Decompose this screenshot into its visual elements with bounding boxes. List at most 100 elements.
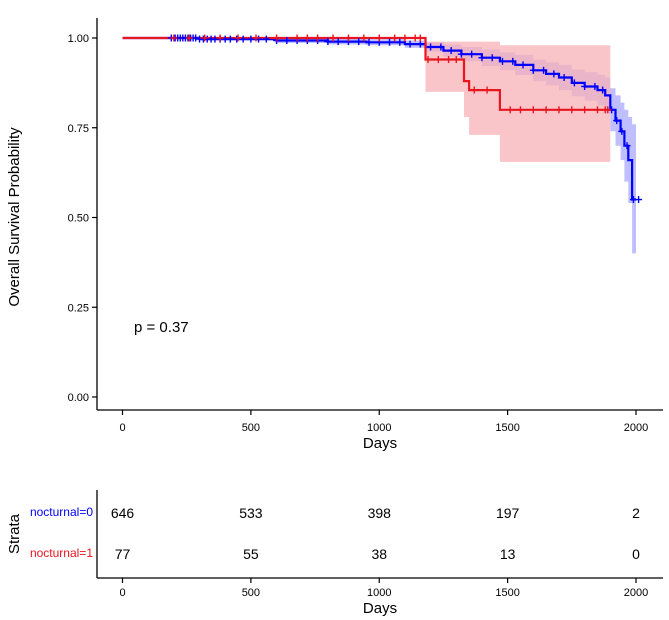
risk-count: 55 — [243, 546, 259, 562]
censor-mark — [635, 196, 643, 204]
censor-mark — [593, 106, 601, 114]
risk-strata-label-1: nocturnal=1 — [30, 546, 93, 560]
censor-mark — [386, 38, 394, 46]
risk-x-tick-label: 0 — [119, 587, 125, 599]
censor-mark — [303, 34, 311, 42]
censor-mark — [396, 38, 404, 46]
censor-mark — [262, 35, 270, 43]
survival-curve-1 — [122, 36, 611, 111]
survival-plot: 0.00 0.25 0.50 0.75 1.00 0 500 1000 1500 2000 Da… — [6, 18, 663, 452]
censor-marks — [167, 34, 643, 204]
censor-mark — [170, 34, 178, 42]
censor-mark — [365, 38, 373, 46]
censor-mark — [540, 66, 548, 74]
censor-mark — [445, 56, 453, 64]
censor-mark — [604, 106, 612, 114]
y-tick-label: 0.25 — [68, 302, 89, 314]
censor-mark — [506, 106, 514, 114]
risk-count: 2 — [632, 505, 640, 521]
x-tick-label: 500 — [242, 422, 260, 434]
censor-mark — [457, 50, 465, 58]
censor-mark — [570, 79, 578, 87]
censor-mark — [293, 34, 301, 42]
censor-mark — [329, 34, 337, 42]
censor-mark — [509, 57, 517, 65]
censor-mark — [434, 56, 442, 64]
censor-mark — [355, 38, 363, 46]
censor-mark — [391, 34, 399, 42]
censor-mark — [516, 106, 524, 114]
censor-mark — [581, 106, 589, 114]
censor-mark — [560, 73, 568, 81]
censor-mark — [424, 56, 432, 64]
risk-count: 197 — [496, 505, 520, 521]
risk-x-axis-title: Days — [363, 600, 397, 617]
censor-mark — [283, 37, 291, 45]
censor-mark — [416, 40, 424, 48]
ci-band-1 — [122, 38, 611, 162]
censor-mark — [185, 34, 193, 42]
censor-mark — [519, 61, 527, 69]
risk-x-tick-label: 500 — [242, 587, 260, 599]
confidence-bands — [122, 38, 636, 254]
censor-mark — [375, 34, 383, 42]
censor-mark — [470, 86, 478, 94]
censor-mark — [599, 86, 607, 94]
censor-mark — [613, 117, 621, 125]
censor-mark — [401, 34, 409, 42]
x-tick-label: 0 — [119, 422, 125, 434]
censor-mark — [623, 142, 631, 150]
risk-x-tick-label: 1000 — [367, 587, 391, 599]
censor-mark — [216, 34, 224, 42]
censor-mark — [468, 50, 476, 58]
censor-mark — [447, 47, 455, 55]
censor-mark — [478, 54, 486, 62]
y-tick-label: 1.00 — [68, 33, 89, 45]
censor-mark — [273, 34, 281, 42]
censor-mark — [201, 34, 209, 42]
censor-mark — [529, 66, 537, 74]
censor-mark — [488, 54, 496, 62]
censor-mark — [618, 127, 626, 135]
censor-mark — [483, 86, 491, 94]
x-axis-title: Days — [363, 435, 397, 452]
y-tick-label: 0.50 — [68, 213, 89, 225]
censor-mark — [314, 34, 322, 42]
censor-mark — [555, 106, 563, 114]
risk-strata-label-0: nocturnal=0 — [30, 505, 93, 519]
y-tick-label: 0.75 — [68, 123, 89, 135]
censor-mark — [226, 35, 234, 43]
censor-mark — [324, 38, 332, 46]
risk-count: 13 — [500, 546, 516, 562]
x-tick-label: 1500 — [495, 422, 519, 434]
censor-mark — [234, 34, 242, 42]
censor-mark — [344, 34, 352, 42]
censor-mark — [247, 35, 255, 43]
risk-x-tick-label: 2000 — [624, 587, 648, 599]
censor-mark — [542, 106, 550, 114]
risk-count: 398 — [368, 505, 392, 521]
risk-count: 533 — [239, 505, 263, 521]
risk-count: 646 — [111, 505, 135, 521]
censor-mark — [192, 34, 200, 42]
censor-mark — [406, 40, 414, 48]
censor-mark — [591, 82, 599, 90]
y-tick-label: 0.00 — [68, 392, 89, 404]
censor-mark — [360, 34, 368, 42]
censor-mark — [498, 57, 506, 65]
censor-mark — [416, 34, 424, 42]
risk-table-values: 646 533 398 197 2 77 55 38 13 0 — [111, 505, 640, 562]
risk-count: 0 — [632, 546, 640, 562]
censor-mark — [581, 82, 589, 90]
risk-count: 77 — [115, 546, 131, 562]
censor-mark — [568, 106, 576, 114]
risk-count: 38 — [371, 546, 387, 562]
censor-mark — [252, 34, 260, 42]
risk-table-strata-title: Strata — [6, 513, 23, 554]
x-tick-label: 1000 — [367, 422, 391, 434]
y-axis-ticks: 0.00 0.25 0.50 0.75 1.00 — [68, 33, 97, 404]
y-axis-title: Overall Survival Probability — [6, 127, 23, 307]
censor-mark — [233, 35, 241, 43]
censor-mark — [452, 56, 460, 64]
